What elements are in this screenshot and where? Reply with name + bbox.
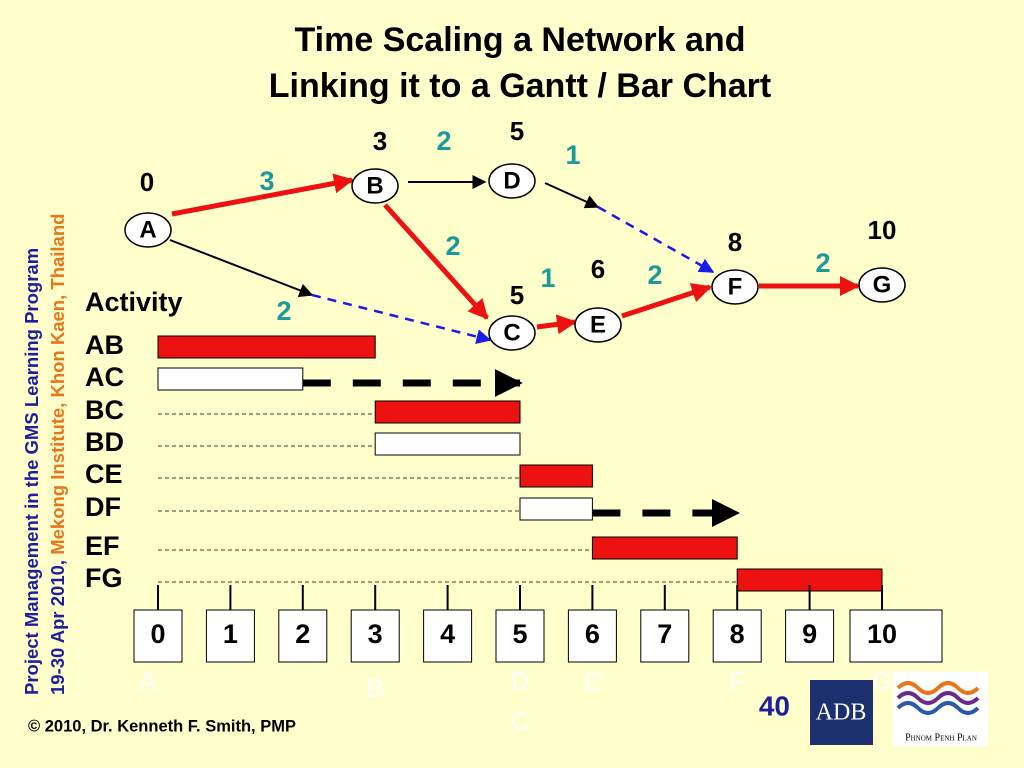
timeline-box <box>640 609 690 663</box>
timeline-box <box>495 609 545 663</box>
edge <box>169 239 314 297</box>
timeline-label: 3 <box>368 619 383 649</box>
edge-duration: 1 <box>565 140 580 170</box>
timeline-box <box>133 609 183 663</box>
node-time: 0 <box>140 167 154 197</box>
edge <box>597 205 715 274</box>
edge-duration: 2 <box>276 296 291 326</box>
activity-label: EF <box>85 531 120 561</box>
event-label: A <box>139 666 158 696</box>
node <box>858 267 906 303</box>
activity-label: FG <box>85 563 123 593</box>
timeline-box <box>278 609 328 663</box>
event-label: B <box>366 673 385 703</box>
event-label: F <box>729 666 745 696</box>
title: Linking it to a Gantt / Bar Chart <box>269 67 771 105</box>
activity-label: AB <box>85 330 124 360</box>
edge <box>621 283 712 319</box>
sidebar-line: 19-30 Apr 2010, Mekong Institute, Khon K… <box>47 214 68 695</box>
gantt-bar <box>519 464 593 488</box>
node-label: C <box>503 319 520 346</box>
node <box>351 168 399 204</box>
event-label: E <box>584 666 601 696</box>
timeline-box <box>350 609 400 663</box>
ppp-text: Phnom Penh Plan <box>905 732 977 743</box>
node <box>574 307 622 343</box>
activity-label: BD <box>85 427 124 457</box>
sidebar-date: 19-30 Apr 2010, <box>47 555 68 695</box>
activity-label: BC <box>85 395 124 425</box>
edge <box>536 314 577 335</box>
node <box>488 163 536 199</box>
node-time: 5 <box>510 280 524 310</box>
timeline-box <box>423 609 473 663</box>
timeline-label: 4 <box>440 619 455 649</box>
edge-duration: 1 <box>540 263 555 293</box>
edge <box>311 293 492 344</box>
node <box>711 269 759 305</box>
node-label: E <box>590 311 606 338</box>
timeline-box <box>785 609 835 663</box>
event-label: C <box>511 706 530 736</box>
timeline-label: 2 <box>295 619 310 649</box>
gantt-bar <box>157 367 304 391</box>
page-number: 40 <box>759 690 790 721</box>
timeline-box <box>712 609 762 663</box>
adb-text: ADB <box>816 700 867 726</box>
node-label: A <box>139 216 156 243</box>
gantt-bar <box>519 497 593 521</box>
footer: © 2010, Dr. Kenneth F. Smith, PMP <box>28 717 296 735</box>
gantt-bar <box>374 400 521 424</box>
node-label: D <box>503 167 520 194</box>
gantt-bar <box>374 432 521 456</box>
activity-label: DF <box>85 492 121 522</box>
activity-label: AC <box>85 362 124 392</box>
timeline-label: 0 <box>150 619 165 649</box>
node-time: 6 <box>591 254 605 284</box>
event-label: G <box>872 666 892 696</box>
edge-duration: 2 <box>445 231 460 261</box>
node-time: 10 <box>868 215 897 245</box>
timeline-label: 5 <box>512 619 527 649</box>
timeline-label: 1 <box>223 619 238 649</box>
adb-logo <box>810 680 873 745</box>
timeline-box <box>849 609 943 663</box>
edge <box>383 203 489 320</box>
node-time: 5 <box>510 116 524 146</box>
node <box>488 315 536 351</box>
gantt-bar <box>157 335 376 359</box>
edge-duration: 3 <box>259 166 274 196</box>
timeline-box <box>205 609 255 663</box>
timeline-label: 8 <box>730 619 745 649</box>
event-label: D <box>511 666 530 696</box>
timeline-label: 10 <box>867 619 897 649</box>
timeline-label: 9 <box>802 619 817 649</box>
node-time: 3 <box>373 126 387 156</box>
node-label: G <box>873 271 892 298</box>
sidebar: Project Management in the GMS Learning P… <box>21 214 68 695</box>
node-label: B <box>366 172 383 199</box>
activity-label: CE <box>85 459 123 489</box>
gantt-heading: Activity <box>85 287 183 317</box>
edge-duration: 2 <box>436 126 451 156</box>
timeline-box <box>567 609 617 663</box>
edge-duration: 2 <box>647 260 662 290</box>
ppp-logo <box>893 672 988 746</box>
edge <box>171 173 354 217</box>
node <box>124 212 172 248</box>
timeline-label: 6 <box>585 619 600 649</box>
title: Time Scaling a Network and <box>295 21 746 59</box>
gantt-bar <box>591 536 738 560</box>
sidebar-place: Mekong Institute, Khon Kaen, Thailand <box>47 214 68 555</box>
node-time: 8 <box>728 227 742 257</box>
edge <box>544 182 600 209</box>
node-label: F <box>728 273 743 300</box>
timeline-label: 7 <box>657 619 672 649</box>
sidebar-line: Project Management in the GMS Learning P… <box>21 248 42 695</box>
edge-duration: 2 <box>815 248 830 278</box>
